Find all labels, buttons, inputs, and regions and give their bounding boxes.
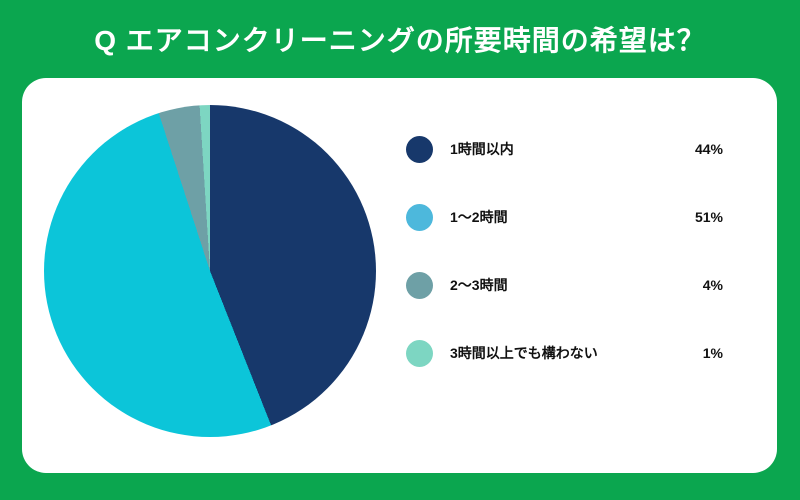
legend-item: 2〜3時間 4% [406, 271, 723, 299]
legend-swatch [406, 271, 433, 299]
legend-label: 2〜3時間 [450, 277, 508, 293]
legend-value: 1% [702, 345, 723, 361]
legend-label: 1〜2時間 [450, 209, 508, 225]
pie-chart [44, 105, 376, 437]
legend-item: 1時間以内 44% [406, 135, 723, 163]
legend-value: 44% [694, 141, 723, 157]
legend-value: 51% [694, 209, 723, 225]
title-bar: Q エアコンクリーニングの所要時間の希望は？ [0, 0, 800, 78]
legend-swatch [406, 339, 433, 367]
page-title: Q エアコンクリーニングの所要時間の希望は？ [94, 25, 706, 56]
legend-item: 1〜2時間 51% [406, 203, 723, 231]
legend-swatch [406, 135, 433, 163]
chart-legend: 1時間以内 44% 1〜2時間 51% 2〜3時間 4% 3時間以上でも構わない 1% [406, 135, 723, 367]
legend-label: 1時間以内 [450, 141, 514, 157]
legend-label: 3時間以上でも構わない [450, 345, 598, 361]
chart-card: 1時間以内 44% 1〜2時間 51% 2〜3時間 4% 3時間以上でも構わない 1% [22, 78, 777, 473]
legend-value: 4% [702, 277, 723, 293]
legend-item: 3時間以上でも構わない 1% [406, 339, 723, 367]
legend-swatch [406, 203, 433, 231]
